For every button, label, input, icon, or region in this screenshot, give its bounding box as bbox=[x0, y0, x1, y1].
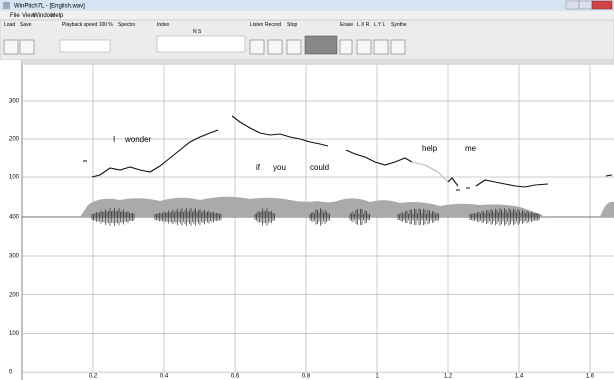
toolbar-button[interactable] bbox=[390, 39, 406, 55]
menu-item[interactable]: Help bbox=[51, 13, 64, 19]
word-label: help bbox=[422, 144, 438, 153]
menu-item[interactable]: Window bbox=[33, 13, 55, 19]
y-tick-label: 200 bbox=[9, 292, 20, 298]
menu-item[interactable]: View bbox=[22, 13, 36, 19]
speed-slider[interactable] bbox=[59, 39, 111, 53]
toolbar-label: Save bbox=[20, 22, 32, 28]
toolbar-label: Erase bbox=[340, 22, 354, 28]
toolbar-label: Listen bbox=[250, 22, 264, 28]
toolbar-label: Load bbox=[4, 22, 16, 28]
toolbar-label: Spectro bbox=[118, 22, 136, 28]
word-label: I bbox=[113, 135, 115, 144]
close-button[interactable] bbox=[591, 0, 613, 10]
x-tick-label: 1 bbox=[375, 374, 379, 380]
index-slider[interactable] bbox=[156, 35, 246, 53]
app-icon bbox=[3, 2, 10, 9]
ruler bbox=[22, 60, 614, 65]
x-tick-label: 1.2 bbox=[444, 374, 453, 380]
word-label: wonder bbox=[124, 135, 152, 144]
toolbar-button[interactable] bbox=[19, 39, 35, 55]
x-tick-label: 1.6 bbox=[586, 374, 595, 380]
pitch-curve bbox=[345, 149, 413, 166]
x-tick-label: 0.2 bbox=[89, 374, 98, 380]
x-tick-label: 0.4 bbox=[160, 374, 169, 380]
x-tick-label: 0.6 bbox=[231, 374, 240, 380]
y-tick-label: 100 bbox=[9, 331, 20, 337]
intensity-envelope bbox=[600, 201, 614, 217]
erase-button[interactable] bbox=[339, 39, 353, 55]
x-tick-label: 0.8 bbox=[302, 374, 311, 380]
y-tick-label: 100 bbox=[9, 175, 20, 181]
toolbar-label: Stop bbox=[287, 22, 298, 28]
toolbar-label: L Y L bbox=[374, 22, 386, 28]
pitch-curve bbox=[475, 179, 549, 188]
toolbar-button[interactable] bbox=[3, 39, 19, 55]
x-tick-label: 1.4 bbox=[515, 374, 524, 380]
window-title: WinPitch7L - [English.wav] bbox=[14, 4, 85, 10]
y-tick-label: 200 bbox=[9, 137, 20, 143]
intensity-envelope bbox=[80, 196, 545, 217]
menu-item[interactable]: File bbox=[10, 13, 20, 19]
y-tick-label: 0 bbox=[9, 370, 13, 376]
toolbar-label: Record bbox=[265, 22, 282, 28]
toolbar-label: N S bbox=[193, 29, 202, 35]
toolbar-label: L X R bbox=[357, 22, 370, 28]
pitch-dot bbox=[605, 174, 613, 177]
title-bar bbox=[0, 0, 614, 11]
pitch-curve bbox=[91, 129, 219, 178]
toolbar-label: Synthe bbox=[391, 22, 407, 28]
word-label: you bbox=[273, 163, 286, 172]
toolbar-button[interactable] bbox=[267, 39, 283, 55]
word-label: could bbox=[310, 163, 329, 172]
color-palette[interactable] bbox=[304, 35, 338, 55]
toolbar-button[interactable] bbox=[249, 39, 265, 55]
toolbar-button[interactable] bbox=[286, 39, 302, 55]
pitch-curve bbox=[231, 115, 329, 147]
y-tick-label: 300 bbox=[9, 99, 20, 105]
word-label: me bbox=[465, 144, 477, 153]
pitch-curve bbox=[447, 177, 459, 187]
toolbar-label: Playback speed 100 % bbox=[62, 22, 113, 28]
toolbar-button[interactable] bbox=[356, 39, 372, 55]
toolbar-label: Index bbox=[157, 22, 170, 28]
y-tick-label: 400 bbox=[9, 215, 20, 221]
minimize-button[interactable] bbox=[565, 0, 580, 10]
pitch-curve-interpolated bbox=[411, 161, 449, 183]
word-label: if bbox=[256, 163, 261, 172]
toolbar-button[interactable] bbox=[373, 39, 389, 55]
maximize-button[interactable] bbox=[578, 0, 593, 10]
y-tick-label: 300 bbox=[9, 254, 20, 260]
axis-area bbox=[0, 60, 22, 380]
menu-bar bbox=[0, 11, 614, 20]
